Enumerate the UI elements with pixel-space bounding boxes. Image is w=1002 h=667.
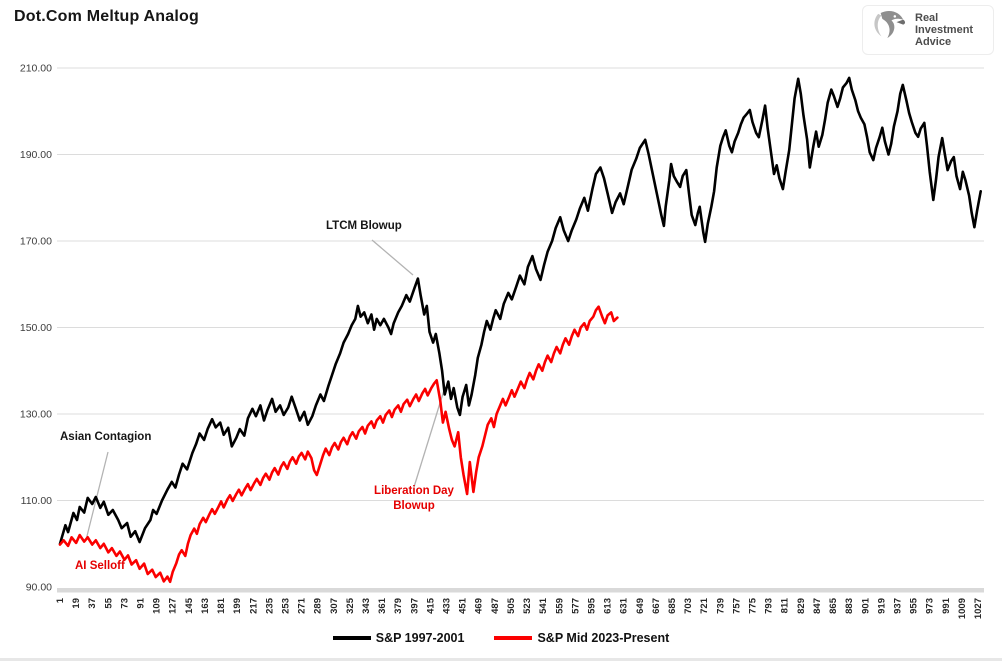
brand-line-3: Advice — [915, 36, 952, 48]
brand-line-1: Real — [915, 12, 939, 24]
brand-name: Real Investment Advice — [915, 12, 973, 48]
x-tick-label: 451 — [458, 597, 469, 614]
y-tick-label: 150.00 — [20, 322, 52, 334]
x-tick-label: 811 — [780, 597, 791, 613]
x-tick-label: 829 — [796, 598, 807, 614]
x-tick-label: 1 — [55, 597, 66, 603]
x-tick-label: 235 — [264, 597, 275, 614]
x-tick-label: 505 — [506, 597, 517, 614]
x-tick-label: 901 — [860, 597, 871, 614]
annotation-leader-line — [85, 451, 109, 541]
y-tick-label: 90.00 — [26, 582, 52, 594]
x-tick-label: 433 — [442, 598, 453, 614]
x-tick-label: 595 — [586, 597, 597, 614]
x-tick-label: 559 — [554, 598, 565, 614]
x-tick-label: 163 — [200, 598, 211, 614]
legend-swatch-black — [332, 636, 371, 640]
x-tick-label: 865 — [828, 597, 839, 614]
x-tick-label: 1027 — [973, 598, 984, 619]
x-tick-label: 127 — [168, 598, 179, 614]
y-tick-label: 130.00 — [20, 409, 52, 421]
chart-legend: S&P 1997-2001 S&P Mid 2023-Present — [0, 631, 1002, 645]
chart-title: Dot.Com Meltup Analog — [14, 8, 199, 25]
x-tick-label: 379 — [393, 598, 404, 614]
y-tick-label: 210.00 — [20, 63, 52, 75]
x-tick-label: 883 — [844, 598, 855, 614]
x-tick-label: 667 — [651, 598, 662, 614]
x-tick-label: 937 — [892, 598, 903, 614]
x-tick-label: 631 — [619, 597, 630, 614]
x-tick-label: 325 — [345, 597, 356, 614]
legend-item-sp-1997-2001: S&P 1997-2001 — [332, 631, 465, 645]
x-tick-label: 397 — [409, 598, 420, 614]
series-line-s-p-mid-2023-present — [58, 305, 619, 584]
legend-swatch-red — [494, 636, 533, 640]
x-tick-label: 613 — [603, 598, 614, 614]
x-tick-label: 541 — [538, 597, 549, 614]
x-tick-label: 253 — [280, 598, 291, 614]
x-tick-label: 289 — [313, 598, 324, 614]
legend-label: S&P 1997-2001 — [375, 631, 465, 645]
brand-line-2: Investment — [915, 24, 974, 36]
y-tick-label: 190.00 — [20, 149, 52, 161]
x-tick-label: 469 — [474, 598, 485, 614]
x-tick-label: 55 — [103, 597, 114, 608]
x-tick-label: 109 — [152, 598, 163, 614]
legend-item-sp-mid-2023-present: S&P Mid 2023-Present — [494, 631, 669, 645]
annotation-ai-selloff: AI Selloff — [75, 560, 125, 572]
x-tick-label: 145 — [184, 597, 195, 614]
x-tick-label: 649 — [635, 598, 646, 614]
annotation-ltcm-blowup: LTCM Blowup — [326, 220, 402, 232]
x-tick-label: 487 — [490, 598, 501, 614]
x-tick-label: 847 — [812, 598, 823, 614]
y-tick-label: 110.00 — [21, 495, 52, 507]
x-tick-label: 91 — [136, 597, 147, 608]
annotation-liberation-day-blowup: Liberation Day Blowup — [344, 484, 484, 514]
x-tick-label: 199 — [232, 598, 243, 614]
x-tick-label: 523 — [522, 598, 533, 614]
x-tick-label: 343 — [361, 598, 372, 614]
x-tick-label: 73 — [119, 598, 130, 609]
y-tick-label: 170.00 — [20, 236, 52, 248]
x-tick-label: 361 — [377, 597, 388, 614]
x-tick-label: 19 — [71, 598, 82, 609]
series-line-s-p-1997-2001 — [58, 76, 983, 546]
x-tick-label: 181 — [216, 597, 227, 614]
eagle-icon — [869, 8, 909, 53]
x-tick-label: 991 — [941, 597, 952, 614]
x-tick-label: 721 — [699, 597, 710, 614]
bottom-divider — [0, 658, 1002, 661]
x-tick-label: 739 — [715, 598, 726, 614]
annotation-line-1: Liberation Day — [374, 485, 454, 497]
x-tick-label: 217 — [248, 598, 259, 614]
x-tick-label: 793 — [764, 598, 775, 614]
brand-logo: Real Investment Advice — [862, 5, 994, 55]
x-tick-label: 703 — [683, 598, 694, 614]
x-tick-label: 775 — [748, 597, 759, 614]
x-tick-label: 37 — [87, 598, 98, 609]
x-tick-label: 919 — [876, 598, 887, 614]
x-tick-label: 1009 — [957, 598, 968, 619]
x-tick-label: 307 — [329, 598, 340, 614]
x-tick-label: 577 — [570, 598, 581, 614]
annotation-line-2: Blowup — [393, 500, 435, 512]
annotation-leader-line — [371, 239, 414, 276]
x-tick-label: 685 — [667, 597, 678, 614]
x-tick-label: 955 — [909, 597, 920, 614]
x-tick-label: 415 — [425, 597, 436, 614]
annotation-asian-contagion: Asian Contagion — [60, 431, 152, 443]
legend-label: S&P Mid 2023-Present — [537, 631, 670, 645]
x-tick-label: 973 — [925, 598, 936, 614]
x-tick-label: 757 — [731, 598, 742, 614]
x-axis-line — [57, 588, 984, 593]
x-tick-label: 271 — [297, 597, 308, 614]
